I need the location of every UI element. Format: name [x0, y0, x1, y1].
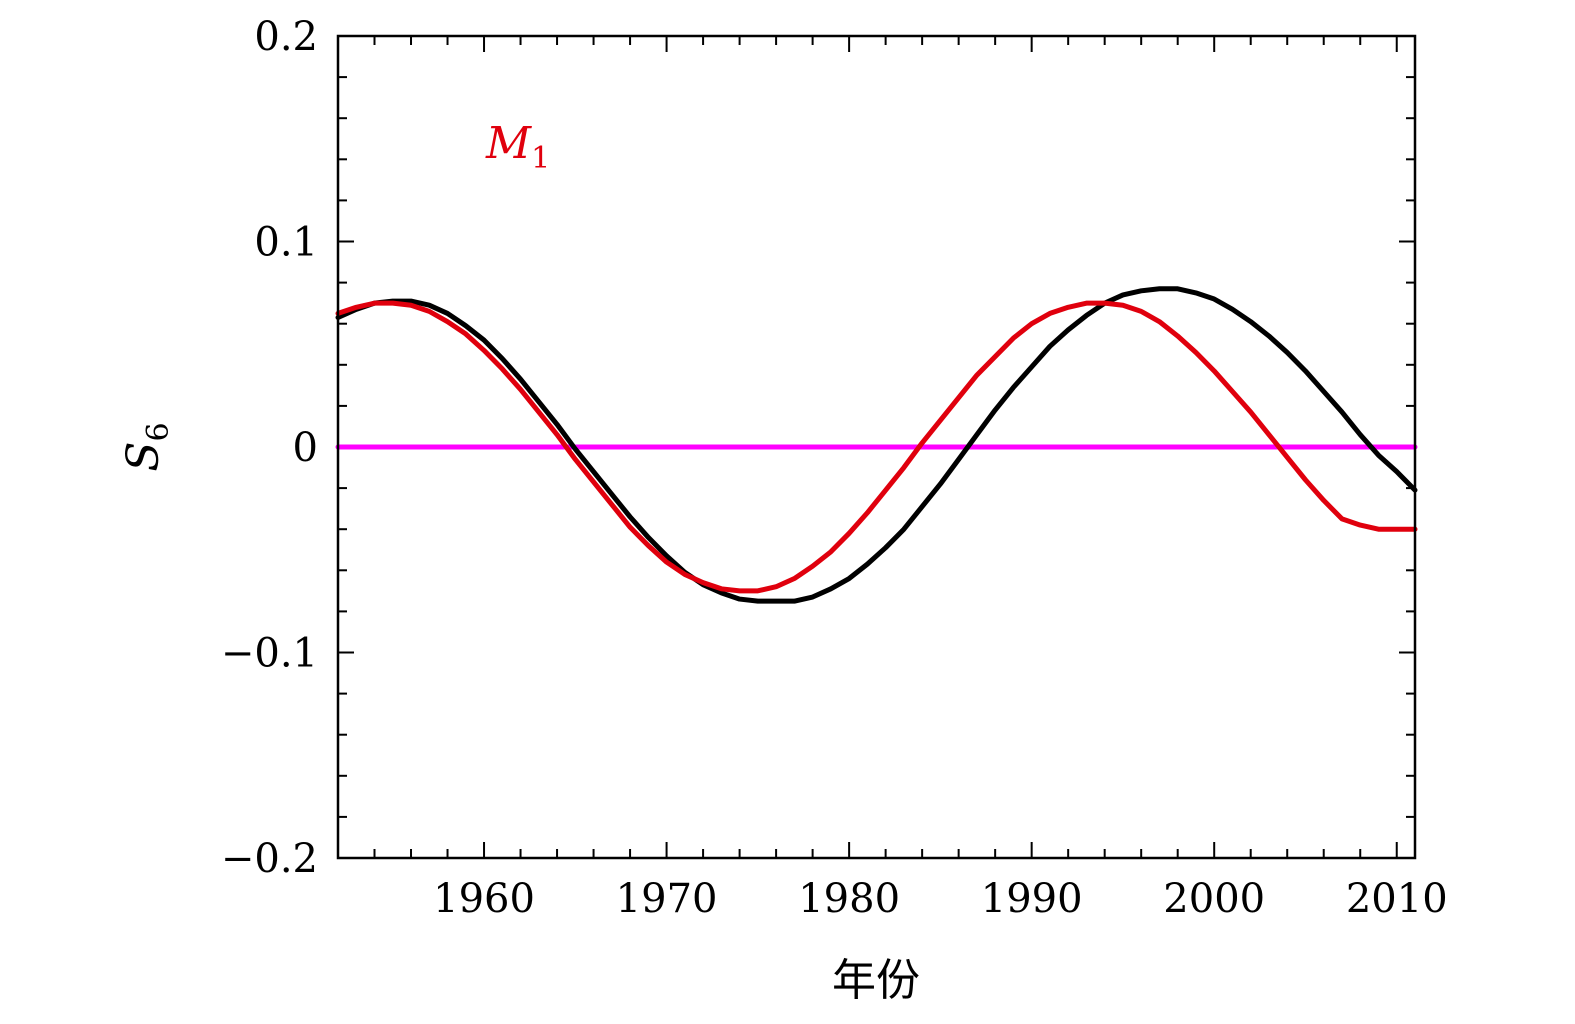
- label-layer: 1960 1970 1980 1990 2000 2010 0.2 0.1 0 −0.1 −0.2: [221, 14, 1448, 922]
- annotation-main: M: [485, 118, 532, 169]
- y-tick-label: −0.2: [221, 836, 318, 882]
- y-tick-label: −0.1: [221, 631, 318, 677]
- x-axis-title: 年份: [832, 955, 920, 1006]
- y-axis-title-main: S: [118, 441, 169, 471]
- x-tick-label: 1990: [981, 876, 1083, 922]
- y-tick-label: 0.1: [254, 220, 318, 266]
- y-axis-title: S6: [118, 422, 176, 471]
- series-layer: [335, 286, 1418, 604]
- annotation-sub: 1: [531, 141, 550, 176]
- series-line-red: [335, 300, 1418, 594]
- y-tick-label: 0.2: [254, 14, 318, 60]
- x-tick-label: 1980: [798, 876, 900, 922]
- y-axis-title-sub: 6: [141, 422, 176, 441]
- x-tick-label: 2010: [1346, 876, 1448, 922]
- x-tick-label: 1960: [433, 876, 535, 922]
- x-tick-label: 1970: [616, 876, 718, 922]
- y-tick-label: 0: [293, 425, 318, 471]
- series-line-black: [335, 286, 1418, 604]
- x-tick-label: 2000: [1163, 876, 1265, 922]
- series-annotation: M1: [485, 118, 550, 176]
- plot-frame: [336, 34, 1417, 860]
